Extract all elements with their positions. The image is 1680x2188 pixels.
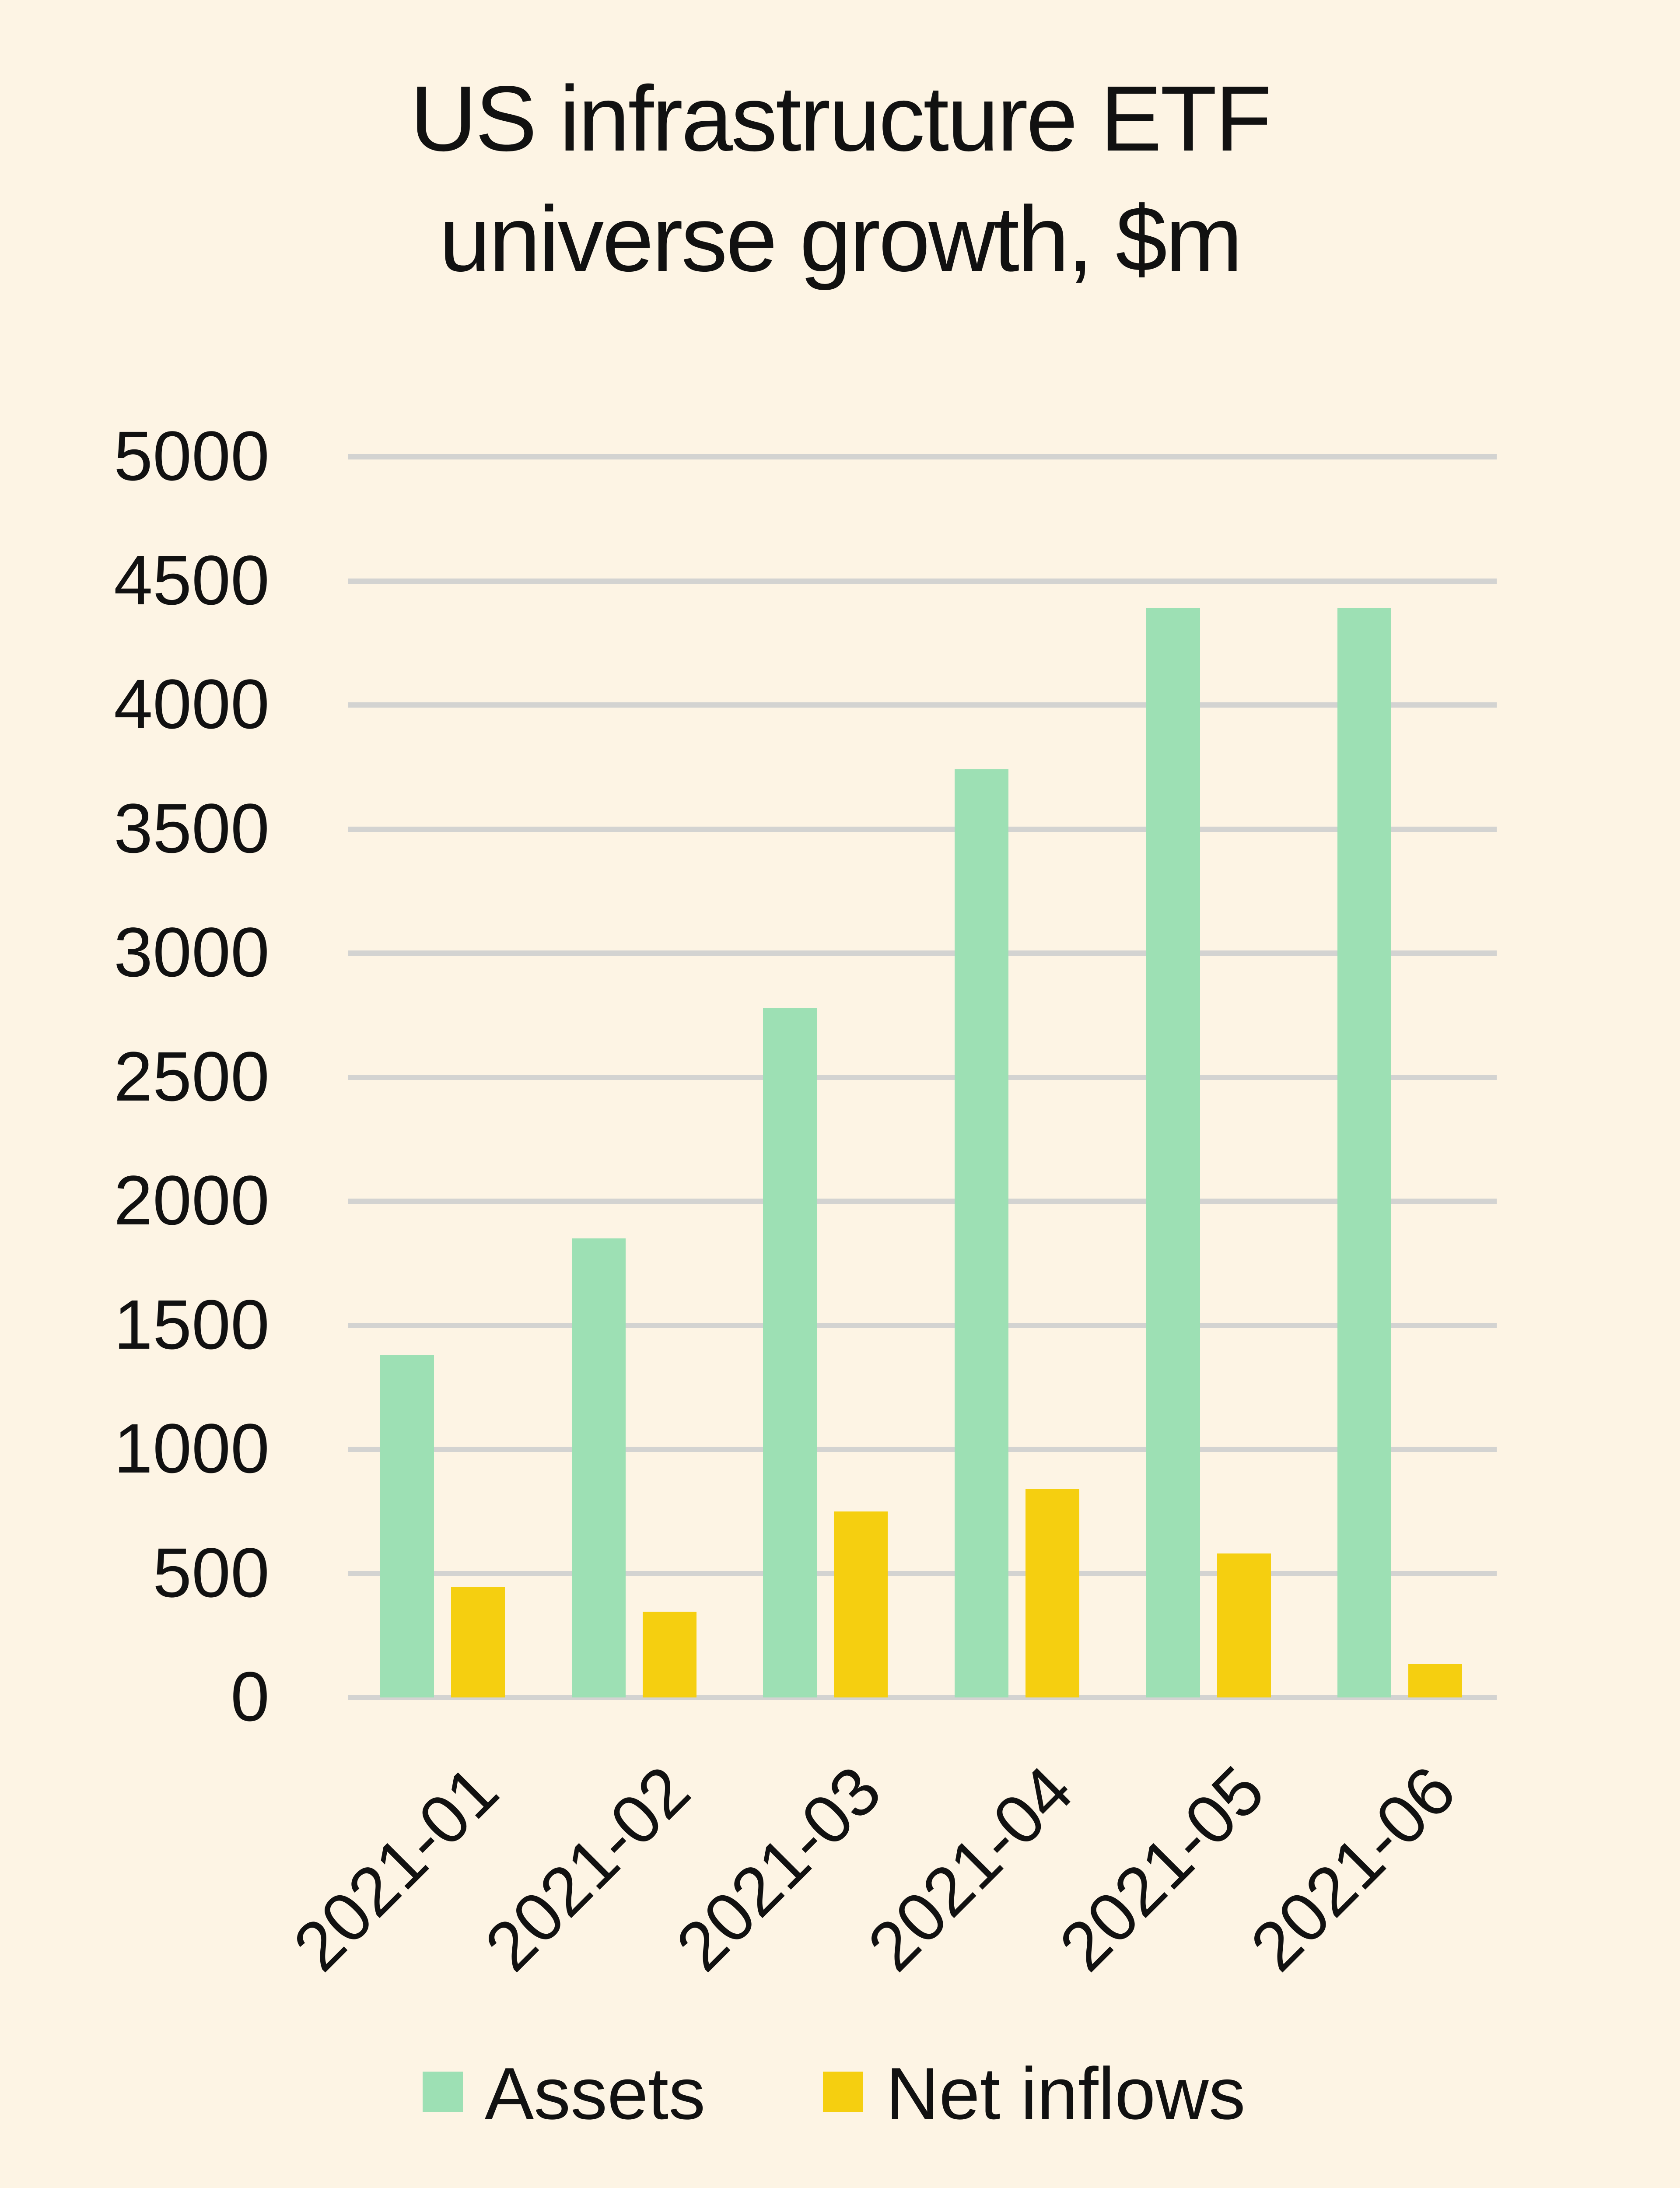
y-tick-label: 5000 bbox=[114, 417, 270, 495]
gridline bbox=[348, 1447, 1497, 1452]
bar-net-inflows bbox=[1026, 1489, 1079, 1697]
legend: Assets Net inflows bbox=[0, 2057, 1680, 2131]
legend-swatch-net-inflows bbox=[823, 2072, 863, 2112]
bar-net-inflows bbox=[1217, 1553, 1271, 1697]
plot-area bbox=[348, 454, 1497, 1700]
y-tick-label: 2500 bbox=[114, 1037, 270, 1115]
y-tick-label: 1000 bbox=[114, 1409, 270, 1487]
bar-assets bbox=[380, 1355, 434, 1697]
chart-title-line-2: universe growth, $m bbox=[439, 187, 1243, 291]
gridline bbox=[348, 950, 1497, 956]
x-tick-label: 2021-04 bbox=[853, 1751, 1087, 1986]
gridline bbox=[348, 1199, 1497, 1204]
y-tick-label: 3500 bbox=[114, 789, 270, 867]
y-tick-label: 500 bbox=[153, 1533, 270, 1612]
gridline bbox=[348, 826, 1497, 832]
bar-net-inflows bbox=[834, 1511, 888, 1697]
y-tick-label: 4000 bbox=[114, 665, 270, 743]
legend-swatch-assets bbox=[423, 2072, 463, 2112]
bar-assets bbox=[1337, 608, 1392, 1697]
gridline bbox=[348, 702, 1497, 708]
bar-assets bbox=[1146, 608, 1200, 1697]
chart-title-line-1: US infrastructure ETF bbox=[410, 67, 1272, 170]
bar-net-inflows bbox=[1408, 1664, 1463, 1697]
bar-assets bbox=[955, 769, 1008, 1697]
legend-label-assets: Assets bbox=[485, 2052, 706, 2135]
gridline bbox=[348, 1695, 1497, 1700]
y-tick-label: 1500 bbox=[114, 1285, 270, 1364]
y-tick-label: 0 bbox=[231, 1657, 270, 1736]
gridline bbox=[348, 1074, 1497, 1080]
gridline bbox=[348, 1322, 1497, 1328]
gridline bbox=[348, 1571, 1497, 1576]
y-tick-label: 2000 bbox=[114, 1161, 270, 1239]
bar-assets bbox=[571, 1238, 626, 1697]
bar-net-inflows bbox=[642, 1612, 696, 1697]
y-tick-label: 4500 bbox=[114, 540, 270, 619]
x-tick-label: 2021-01 bbox=[279, 1751, 513, 1986]
x-tick-label: 2021-06 bbox=[1236, 1751, 1470, 1986]
gridline bbox=[348, 578, 1497, 584]
gridline bbox=[348, 454, 1497, 459]
legend-label-net-inflows: Net inflows bbox=[886, 2052, 1246, 2135]
x-tick-label: 2021-05 bbox=[1045, 1751, 1279, 1986]
x-tick-label: 2021-03 bbox=[662, 1751, 896, 1986]
bar-net-inflows bbox=[451, 1587, 505, 1697]
x-tick-label: 2021-02 bbox=[470, 1751, 704, 1986]
bar-assets bbox=[763, 1007, 817, 1697]
y-tick-label: 3000 bbox=[114, 913, 270, 991]
